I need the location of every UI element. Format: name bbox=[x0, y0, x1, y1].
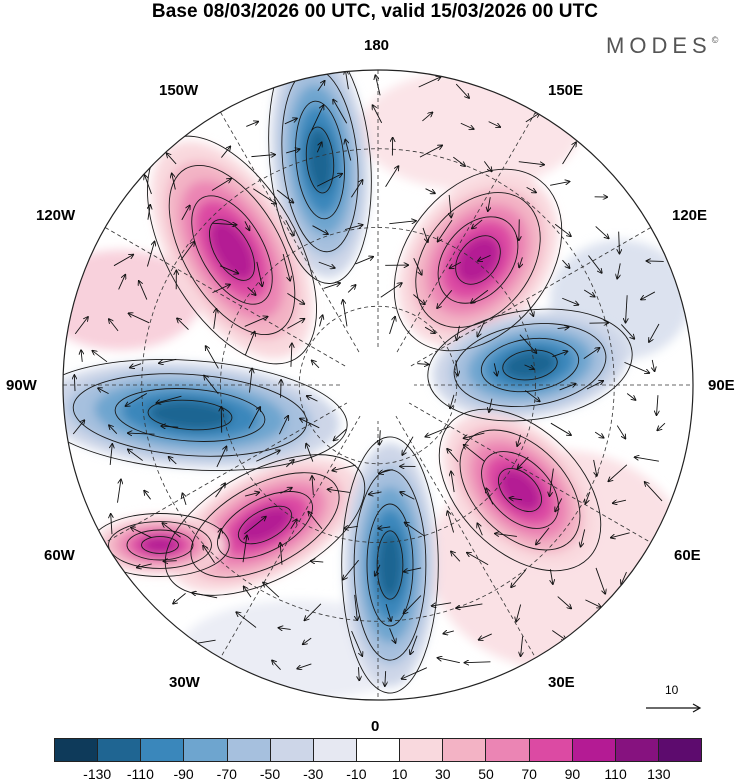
colorbar-tick-label: -10 bbox=[346, 766, 366, 782]
colorbar-cell bbox=[141, 739, 184, 761]
lon-label-30w: 30W bbox=[169, 674, 200, 691]
colorbar bbox=[54, 738, 702, 762]
lon-label-120e: 120E bbox=[672, 207, 707, 224]
polar-cap bbox=[342, 349, 414, 421]
colorbar-tick-label: -110 bbox=[127, 766, 154, 782]
colorbar-tick-label: -90 bbox=[173, 766, 193, 782]
lon-label-150w: 150W bbox=[159, 82, 198, 99]
colorbar-cell bbox=[98, 739, 141, 761]
lon-label-150e: 150E bbox=[548, 82, 583, 99]
colorbar-cell bbox=[616, 739, 659, 761]
colorbar-cell bbox=[314, 739, 357, 761]
lon-label-0: 0 bbox=[371, 718, 379, 735]
reference-vector-label: 10 bbox=[665, 683, 678, 697]
reference-vector-arrow bbox=[645, 702, 705, 714]
colorbar-cell bbox=[228, 739, 271, 761]
colorbar-cell bbox=[530, 739, 573, 761]
lon-label-60w: 60W bbox=[44, 547, 75, 564]
lon-label-90e: 90E bbox=[708, 377, 735, 394]
colorbar-cell bbox=[573, 739, 616, 761]
colorbar-cell bbox=[443, 739, 486, 761]
anomaly-tint bbox=[360, 70, 580, 190]
colorbar-tick-label: 110 bbox=[604, 766, 626, 782]
lon-label-60e: 60E bbox=[674, 547, 701, 564]
colorbar-tick-label: 10 bbox=[392, 766, 408, 782]
colorbar-tick-label: -50 bbox=[260, 766, 280, 782]
colorbar-cell bbox=[55, 739, 98, 761]
colorbar-tick-label: -70 bbox=[217, 766, 237, 782]
colorbar-tick-label: -30 bbox=[303, 766, 323, 782]
colorbar-cell bbox=[486, 739, 529, 761]
lon-label-30e: 30E bbox=[548, 674, 575, 691]
colorbar-cell bbox=[271, 739, 314, 761]
lon-label-90w: 90W bbox=[6, 377, 37, 394]
colorbar-cell bbox=[357, 739, 400, 761]
colorbar-tick-label: -130 bbox=[83, 766, 111, 782]
colorbar-tick-label: 90 bbox=[565, 766, 581, 782]
colorbar-cell bbox=[400, 739, 443, 761]
lon-label-120w: 120W bbox=[36, 207, 75, 224]
colorbar-cell bbox=[659, 739, 701, 761]
colorbar-tick-label: 70 bbox=[521, 766, 537, 782]
lon-label-180: 180 bbox=[364, 37, 389, 54]
colorbar-cell bbox=[184, 739, 227, 761]
colorbar-tick-label: 50 bbox=[478, 766, 494, 782]
colorbar-tick-label: 30 bbox=[435, 766, 451, 782]
colorbar-ticks: -130 -110 -90 -70 -50 -30 -10 10 30 50 70 90 110 130 bbox=[54, 766, 702, 784]
colorbar-tick-label: 130 bbox=[647, 766, 670, 782]
